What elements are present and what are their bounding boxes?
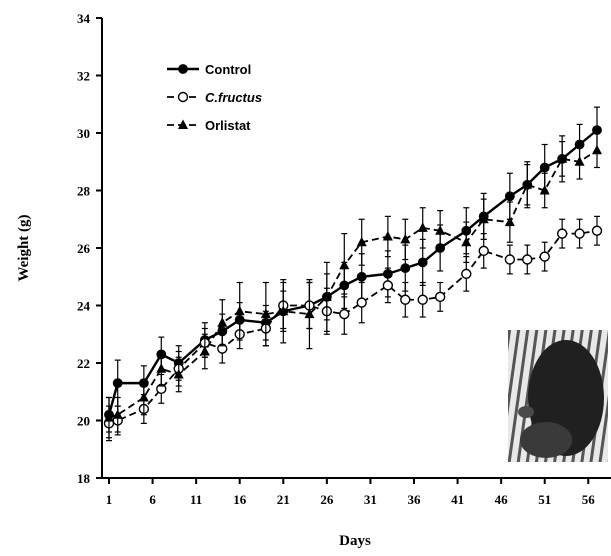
mouse-photo [508,330,608,462]
x-tick-label: 56 [582,492,596,507]
y-tick-label: 24 [77,299,91,314]
data-point [522,254,533,265]
y-tick-label: 22 [77,356,90,371]
y-tick-label: 26 [77,241,91,256]
legend-item-orlistat: Orlistat [167,118,251,133]
data-point [478,213,489,224]
legend-label: Orlistat [205,118,251,133]
data-point [138,392,149,402]
x-tick-label: 1 [106,492,113,507]
data-point [434,291,446,303]
plot-area [103,106,603,442]
data-point [400,294,411,305]
data-point [356,236,367,247]
legend-label: C.fructus [205,90,262,105]
x-tick-label: 26 [320,492,334,507]
data-point [539,162,550,173]
data-point [435,225,446,235]
data-point [478,245,489,257]
x-tick-label: 41 [451,492,464,507]
data-point [382,280,394,291]
data-point [321,291,332,301]
data-point [199,346,210,356]
data-point [382,231,393,241]
legend-marker [178,64,188,74]
data-point [400,233,411,244]
data-point [260,308,271,319]
data-point [592,144,602,155]
data-point [574,156,585,166]
data-point [104,412,114,422]
y-tick-label: 18 [77,471,91,486]
data-point [278,305,289,316]
data-point [356,297,367,308]
data-point [173,369,184,379]
data-point [556,228,568,239]
data-point [417,294,428,305]
x-tick-label: 36 [408,492,422,507]
y-axis-title: Weight (g) [16,214,32,281]
data-point [217,317,228,327]
x-tick-label: 6 [149,492,156,507]
data-point [461,236,472,247]
data-point [522,179,533,189]
data-point [156,363,167,373]
data-point [417,222,428,232]
legend-marker [178,119,188,129]
y-tick-label: 30 [77,126,90,141]
series-line [108,149,598,419]
y-tick-label: 28 [77,184,91,199]
data-point [504,191,515,202]
x-tick-label: 21 [277,492,290,507]
x-tick-label: 46 [495,492,509,507]
data-point [557,153,568,163]
data-point [574,228,585,239]
data-point [504,216,515,227]
data-point [400,263,411,274]
data-point [417,257,428,268]
x-axis-title: Days [339,533,371,549]
legend: Control C.fructus Orlistat [167,62,262,133]
data-point [591,225,603,236]
data-point [461,268,472,280]
legend-label: Control [205,62,251,77]
y-tick-label: 20 [77,414,90,429]
data-point [234,305,245,316]
x-tick-label: 31 [364,492,377,507]
x-tick-label: 11 [190,492,202,507]
data-point [304,308,315,319]
y-tick-label: 32 [77,69,90,84]
legend-marker [177,91,189,103]
series-c-fructus [103,215,603,442]
data-point [356,271,367,282]
data-point [339,259,350,270]
x-tick-label: 16 [233,492,247,507]
data-point [112,378,123,389]
data-point [504,254,516,265]
data-point [539,251,550,262]
data-point [112,409,123,419]
y-tick-label: 34 [77,11,91,26]
legend-item-c-fructus: C.fructus [167,90,262,105]
x-tick-label: 51 [538,492,551,507]
data-point [339,308,350,320]
legend-item-control: Control [167,62,251,77]
series-orlistat [104,132,602,439]
data-point [539,185,550,195]
